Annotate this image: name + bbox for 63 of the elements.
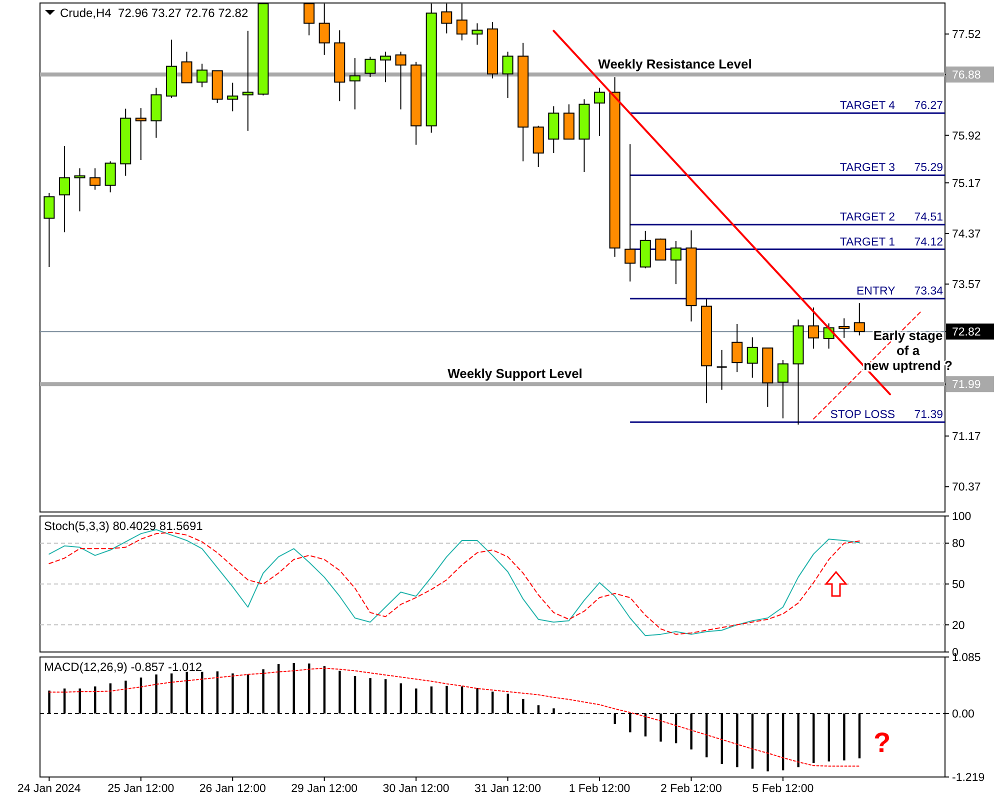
y-tick-label: 70.37 [952, 482, 981, 494]
candlestick [502, 51, 514, 98]
y-tick-label: 100 [952, 511, 972, 523]
y-tick-label: 71.99 [952, 379, 981, 392]
ref-line-label: TARGET 1 74.12 [840, 236, 943, 248]
candlestick [594, 87, 606, 136]
y-tick-label: 74.37 [952, 228, 981, 240]
x-tick-label: 24 Jan 2024 [18, 783, 82, 795]
x-tick-label: 2 Feb 12:00 [660, 783, 722, 795]
candlestick [364, 56, 376, 78]
ref-line-label: TARGET 4 76.27 [840, 100, 943, 112]
candlestick [181, 51, 192, 84]
candlestick [732, 323, 743, 373]
y-tick-label: 75.17 [952, 178, 981, 190]
ref-line-label: TARGET 3 75.29 [840, 162, 943, 174]
chart-title: MACD(12,26,9) -0.857 -1.012 [44, 660, 202, 674]
x-tick-label: 1 Feb 12:00 [568, 783, 630, 795]
ref-line-label: Weekly Support Level [448, 366, 582, 382]
candlestick [716, 349, 728, 390]
candlestick [349, 58, 360, 110]
chart-title: Crude,H4 72.96 73.27 72.76 72.82 [60, 6, 248, 20]
candlestick [655, 238, 666, 261]
chart-title: Stoch(5,3,3) 80.4029 81.5691 [44, 519, 204, 533]
candlestick [58, 146, 70, 233]
x-tick-label: 5 Feb 12:00 [752, 783, 814, 795]
candlestick [135, 108, 146, 161]
ref-line-label: ENTRY 73.34 [856, 286, 944, 298]
y-tick-label: 75.92 [952, 130, 981, 142]
x-tick-label: 26 Jan 12:00 [199, 783, 266, 795]
candlestick [227, 82, 238, 112]
y-tick-label: 77.52 [952, 29, 981, 42]
candlestick [196, 63, 208, 88]
candlestick [44, 192, 55, 268]
candlestick [854, 302, 865, 336]
y-tick-label: 73.57 [952, 279, 981, 292]
annotation: ? [873, 727, 891, 758]
candlestick [746, 336, 758, 378]
y-tick-label: 20 [952, 620, 965, 632]
ref-line-label: STOP LOSS 71.39 [830, 409, 943, 422]
x-tick-label: 31 Jan 12:00 [474, 783, 542, 795]
candlestick [242, 30, 254, 132]
y-tick-label: 76.88 [952, 70, 981, 82]
candlestick [380, 51, 391, 83]
candlestick [624, 144, 636, 282]
ref-line-label: TARGET 2 74.51 [840, 212, 943, 224]
y-tick-label: 80 [952, 538, 965, 550]
x-tick-label: 30 Jan 12:00 [382, 783, 450, 795]
candlestick [104, 160, 116, 193]
ref-line-label: Weekly Resistance Level [598, 56, 752, 72]
y-tick-label: 72.82 [952, 326, 981, 339]
candlestick [90, 168, 101, 190]
candlestick [472, 22, 483, 46]
x-tick-label: 25 Jan 12:00 [108, 783, 174, 795]
x-tick-label: 29 Jan 12:00 [291, 783, 358, 795]
y-tick-label: 71.17 [952, 431, 981, 444]
candlestick [808, 307, 820, 350]
candlestick [777, 360, 788, 419]
y-tick-label: -1.219 [952, 772, 985, 784]
y-tick-label: 0.00 [952, 708, 974, 721]
candlestick [838, 318, 850, 338]
candlestick [395, 51, 406, 110]
y-tick-label: 50 [952, 579, 965, 591]
candlestick [670, 240, 682, 285]
